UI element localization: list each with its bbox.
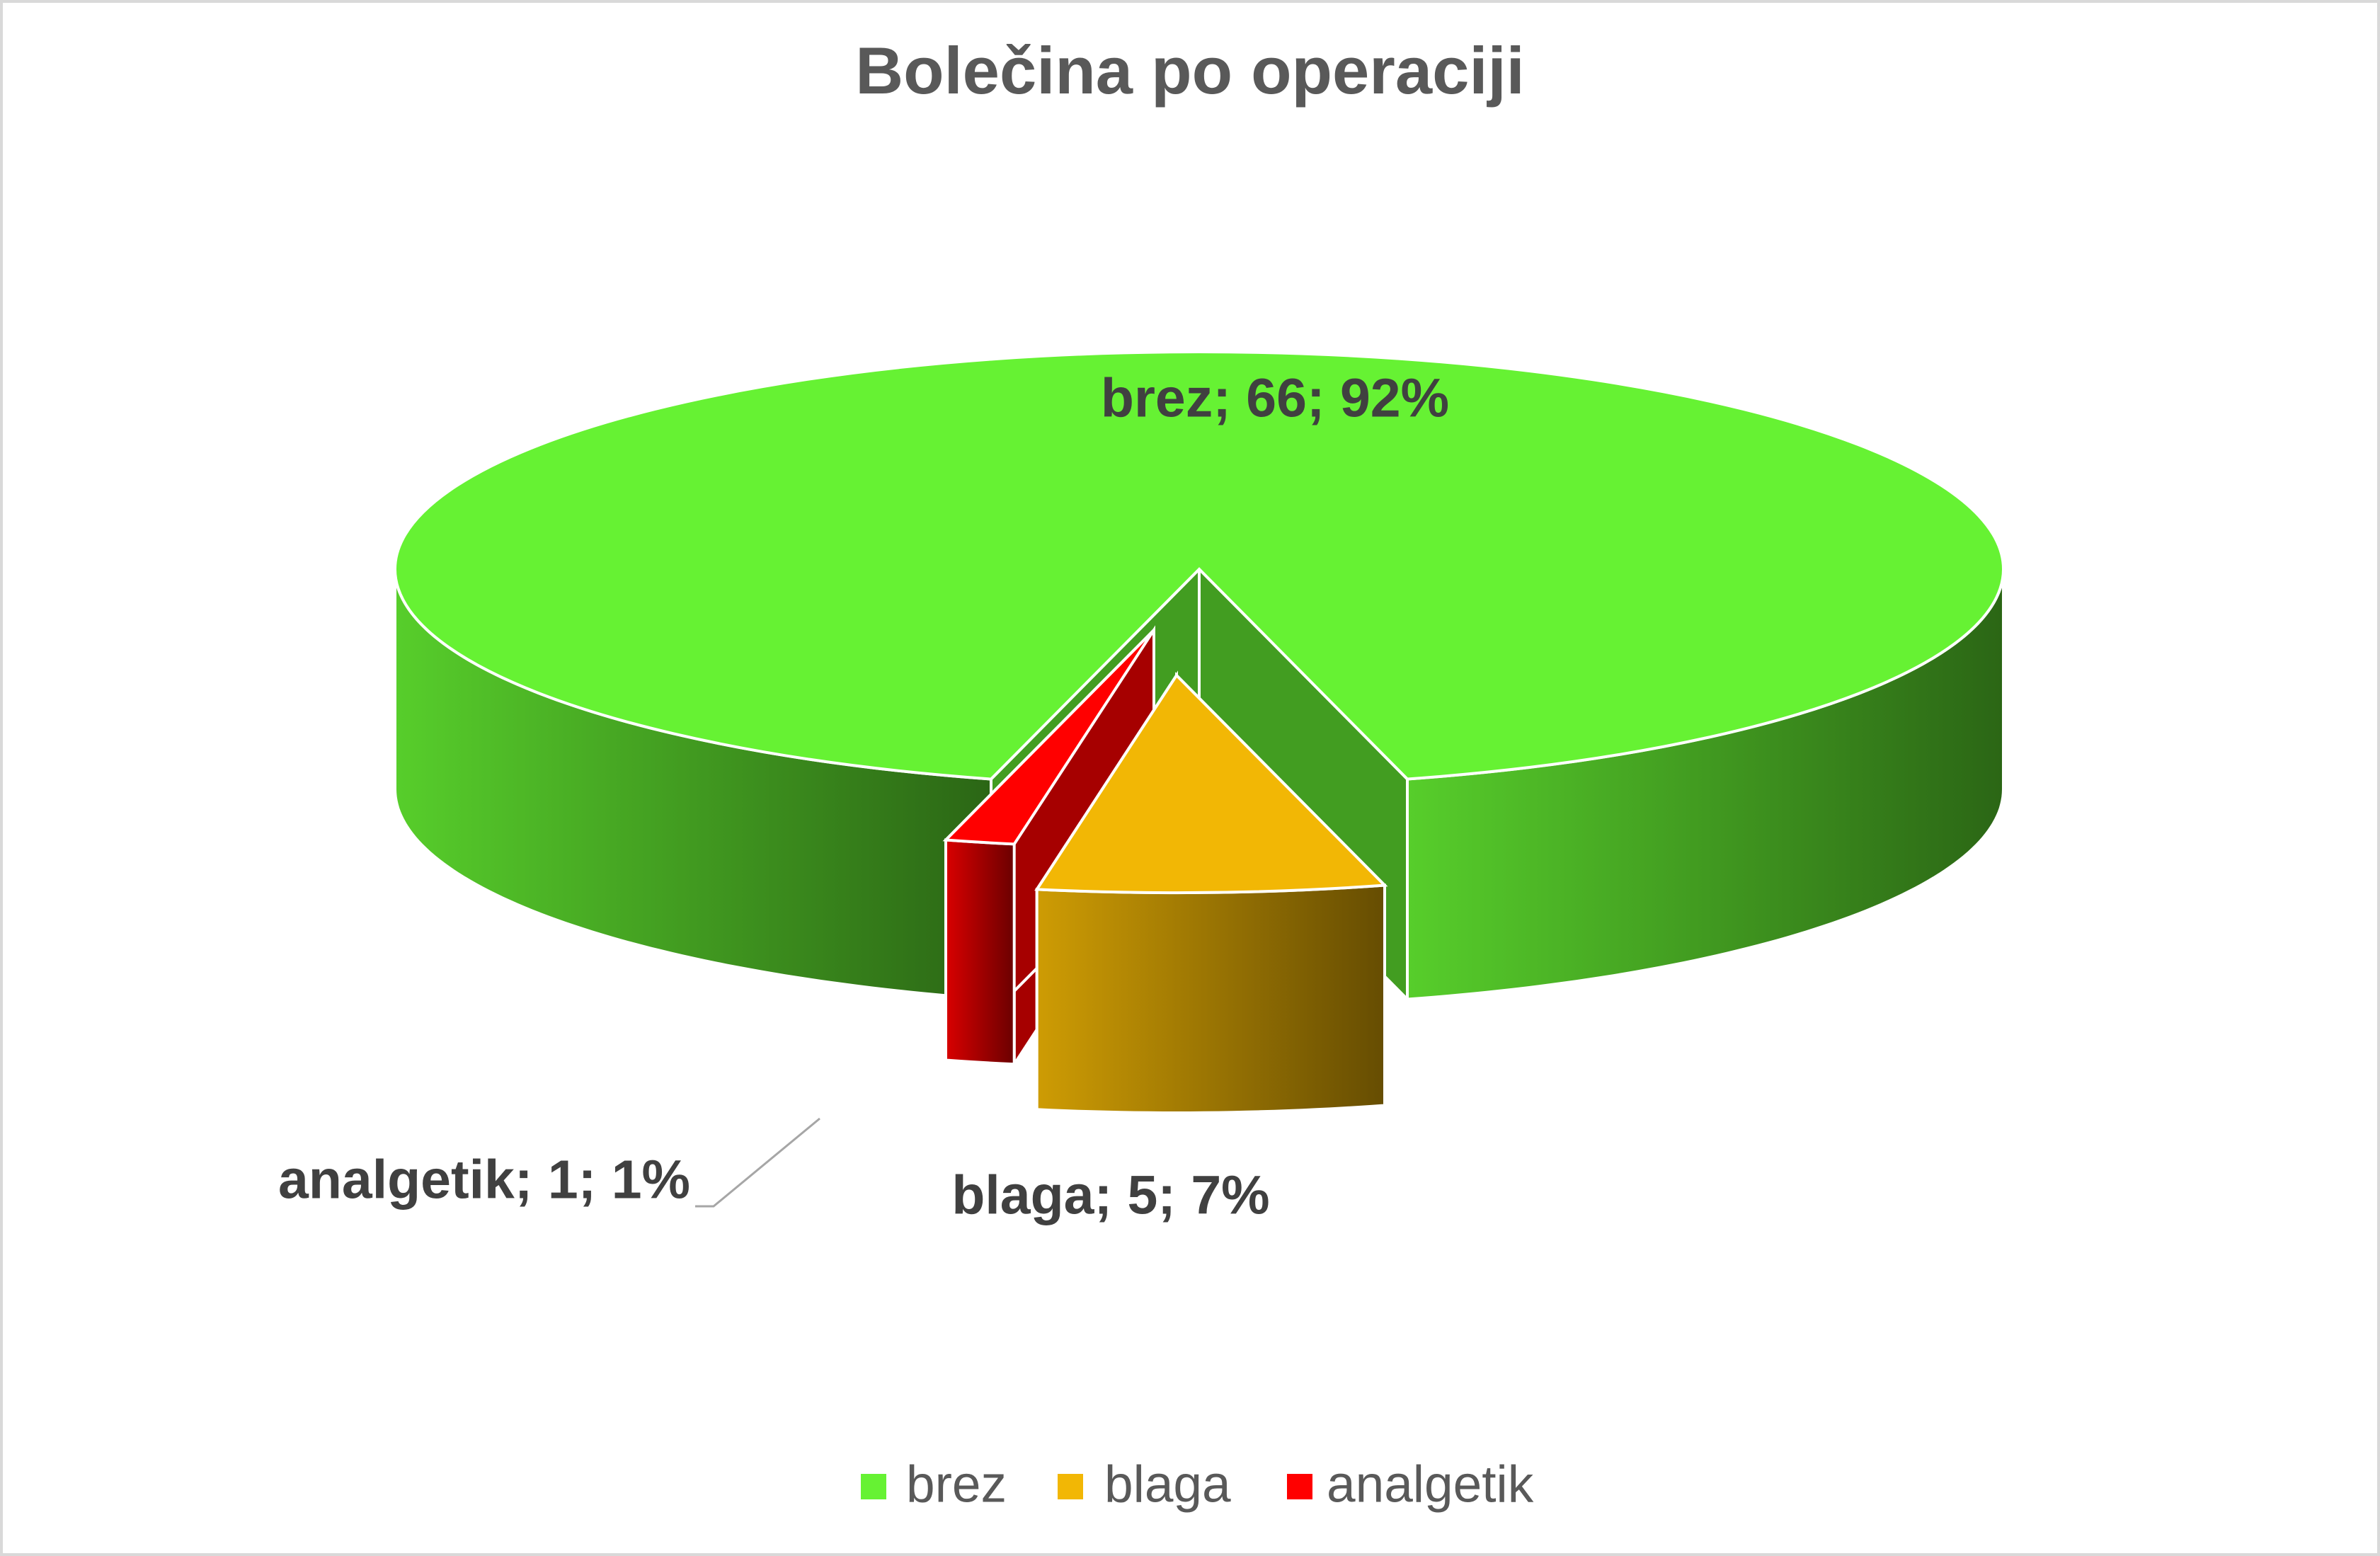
data-label: blaga; 5; 7%	[951, 1165, 1269, 1225]
slice-top	[394, 350, 2005, 781]
legend-label: brez	[906, 1455, 1007, 1513]
legend-swatch	[861, 1474, 886, 1499]
slice-side	[944, 838, 1016, 1066]
pie	[394, 350, 2005, 1115]
slice	[1034, 670, 1388, 1115]
legend-swatch	[1287, 1474, 1312, 1499]
leader-line	[695, 1117, 820, 1208]
legend-label: analgetik	[1327, 1455, 1534, 1513]
legend-swatch	[1058, 1474, 1083, 1499]
legend-label: blaga	[1104, 1455, 1231, 1513]
slice-side	[1035, 883, 1386, 1114]
legend: brez blaga analgetik	[861, 1455, 1534, 1513]
data-label: analgetik; 1; 1%	[278, 1149, 690, 1210]
slice-top	[1034, 673, 1388, 894]
data-labels: brez; 66; 92% blaga; 5; 7% analgetik; 1; 1…	[278, 367, 1449, 1225]
data-label: brez; 66; 92%	[1101, 367, 1449, 428]
chart-title: Bolečina po operaciji	[855, 33, 1524, 108]
slice-top	[942, 629, 1155, 846]
